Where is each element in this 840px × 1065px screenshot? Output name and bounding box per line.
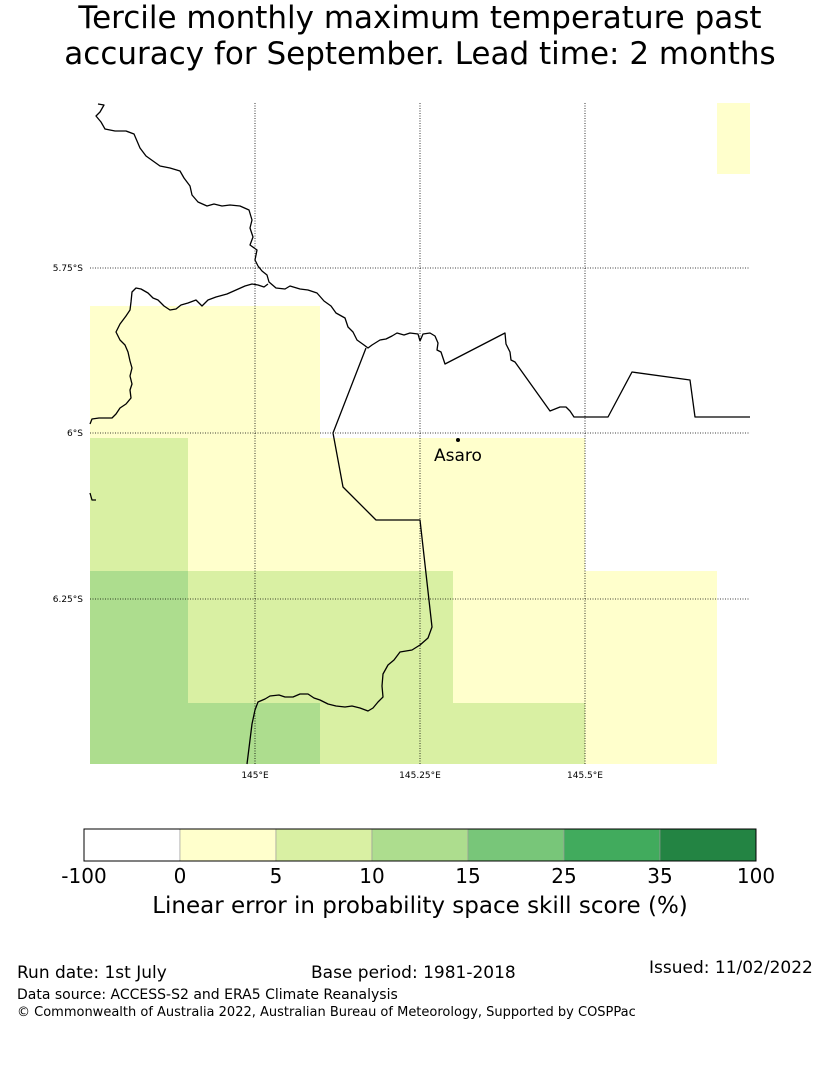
colorbar-tick: -100	[61, 864, 107, 888]
title-line-1: Tercile monthly maximum temperature past	[78, 0, 762, 36]
lon-tick-label: 145.25°E	[399, 771, 441, 781]
skill-cell	[717, 103, 750, 174]
data-source: Data source: ACCESS-S2 and ERA5 Climate …	[17, 987, 398, 1003]
colorbar-swatch	[467, 828, 565, 862]
colorbar-tick: 35	[647, 864, 673, 888]
admin-border	[89, 103, 750, 765]
colorbar	[83, 828, 757, 862]
colorbar-tick: 100	[736, 864, 776, 888]
skill-cell	[90, 571, 188, 764]
skill-cell	[188, 571, 453, 703]
colorbar-swatch	[371, 828, 469, 862]
skill-cell	[188, 438, 585, 571]
skill-cell	[90, 306, 320, 438]
colorbar-label: Linear error in probability space skill …	[152, 893, 688, 919]
colorbar-swatch	[83, 828, 181, 862]
colorbar-tick: 25	[551, 864, 577, 888]
colorbar-tick: 0	[173, 864, 187, 888]
colorbar-tick: 10	[359, 864, 385, 888]
colorbar-swatch	[275, 828, 373, 862]
issued-date: Issued: 11/02/2022	[649, 958, 813, 978]
skill-cell	[585, 571, 717, 764]
lat-tick-label: 5.75°S	[53, 264, 84, 274]
skill-cell	[320, 703, 585, 764]
colorbar-swatch	[563, 828, 661, 862]
colorbar-swatch	[179, 828, 277, 862]
skill-cell	[453, 571, 585, 703]
asaro-marker	[456, 438, 460, 442]
lat-tick-label: 6°S	[67, 429, 83, 439]
base-period: Base period: 1981-2018	[311, 963, 516, 983]
skill-map: Asaro 5.75°S 6°S 6.25°S 145°E 145.25°E 1…	[53, 103, 750, 781]
gridlines	[90, 103, 750, 764]
lat-tick-label: 6.25°S	[53, 595, 84, 605]
chart-title: Tercile monthly maximum temperature past…	[0, 0, 840, 72]
place-label: Asaro	[434, 446, 482, 466]
colorbar-tick: 15	[455, 864, 481, 888]
colorbar-swatch	[659, 828, 757, 862]
colorbar-tick: 5	[269, 864, 283, 888]
skill-cell	[90, 438, 188, 571]
title-line-2: accuracy for September. Lead time: 2 mon…	[64, 36, 776, 72]
copyright: © Commonwealth of Australia 2022, Austra…	[17, 1005, 636, 1020]
lon-tick-label: 145°E	[241, 771, 269, 781]
lon-tick-label: 145.5°E	[567, 771, 603, 781]
run-date: Run date: 1st July	[17, 963, 167, 983]
